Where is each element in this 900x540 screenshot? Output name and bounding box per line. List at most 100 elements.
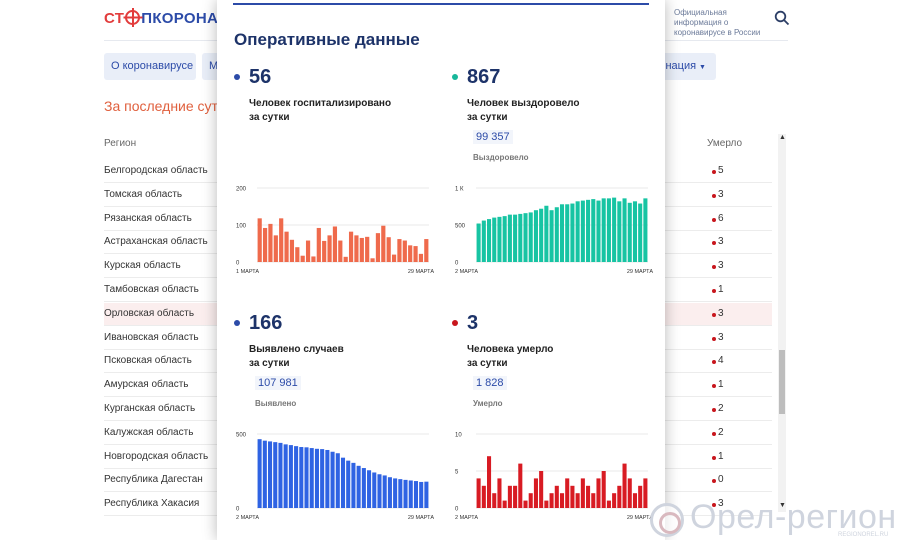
death-dot-icon	[712, 289, 716, 293]
chart-bar	[346, 460, 351, 508]
region-deaths-value: 4	[718, 355, 724, 367]
official-info-link[interactable]: Официальная информация о коронавирусе в …	[674, 8, 761, 37]
chart-bar	[580, 200, 585, 262]
chart-bar	[591, 493, 596, 508]
chart-bar	[397, 239, 402, 262]
y-tick-label: 0	[236, 261, 240, 267]
chart-bar	[549, 210, 554, 262]
chart-bar	[476, 478, 481, 508]
chart-bar	[638, 203, 643, 262]
y-tick-label: 500	[455, 224, 466, 230]
x-tick-label-start: 2 МАРТА	[455, 269, 478, 275]
stat-dot-icon	[452, 74, 458, 80]
chart-bar	[279, 218, 284, 262]
chart-bar	[273, 235, 278, 262]
chart-bar	[513, 485, 518, 508]
bar-chart-svg: 0 500 1 К 2 МАРТА 29 МАРТА	[455, 187, 653, 276]
chart-bar	[601, 198, 606, 262]
chart-bar	[497, 216, 502, 262]
stat-recovered-value: 867	[467, 66, 501, 88]
virus-icon	[125, 8, 141, 27]
chart-bar	[565, 478, 570, 508]
chart-bar	[502, 500, 507, 508]
chart-bar	[528, 212, 533, 262]
region-deaths-value: 3	[718, 188, 724, 200]
bar-chart-svg: 0 100 200 1 МАРТА 29 МАРТА	[236, 187, 434, 276]
region-name: Курская область	[104, 260, 181, 272]
chart-bar	[413, 246, 418, 262]
stat-detected-total: 107 981	[255, 376, 301, 390]
stat-hospitalized-value: 56	[249, 66, 272, 88]
chart-bar	[554, 207, 559, 262]
chart-bar	[539, 471, 544, 508]
chart-bar	[408, 480, 413, 508]
region-name: Республика Хакасия	[104, 498, 200, 510]
nav-about-coronavirus[interactable]: О коронавирусе▼	[104, 53, 196, 80]
chart-bar	[393, 478, 398, 508]
death-dot-icon	[712, 241, 716, 246]
chart-bar	[549, 493, 554, 508]
x-tick-label-end: 29 МАРТА	[408, 515, 434, 521]
chart-bar	[305, 240, 311, 262]
chart-bar	[370, 258, 375, 262]
chart-bar	[343, 256, 348, 262]
chart-bar	[268, 223, 273, 262]
region-name: Амурская область	[104, 379, 189, 391]
chart-bar	[386, 237, 391, 262]
watermark-logo-icon	[650, 503, 684, 537]
table-scrollbar-track[interactable]	[778, 134, 786, 512]
chart-bar	[309, 448, 314, 508]
chart-bar	[340, 457, 346, 508]
chart-bar	[533, 478, 538, 508]
region-name: Новгородская область	[104, 450, 209, 462]
chart-bar	[575, 201, 580, 262]
scroll-up-arrow-icon[interactable]: ▲	[779, 134, 786, 141]
chart-bar	[487, 219, 492, 262]
death-dot-icon	[712, 455, 716, 460]
chart-bar	[418, 253, 424, 262]
chart-bar	[627, 478, 632, 508]
chart-bar	[586, 199, 591, 262]
chart-bar	[580, 478, 585, 508]
column-header-deaths: Умерло	[707, 138, 743, 149]
scroll-down-arrow-icon[interactable]: ▼	[779, 502, 786, 509]
chart-bar	[322, 240, 327, 262]
chart-bar	[304, 447, 309, 508]
region-name: Тамбовская область	[104, 284, 199, 295]
y-tick-label: 0	[236, 507, 240, 513]
region-deaths-value: 6	[718, 212, 724, 224]
chart-bar	[314, 448, 319, 508]
y-tick-label: 0	[455, 507, 459, 513]
stat-dot-icon	[234, 74, 240, 80]
table-scrollbar-thumb[interactable]	[779, 350, 785, 414]
chart-bar	[289, 239, 295, 262]
death-dot-icon	[712, 312, 716, 317]
chart-bar	[288, 445, 293, 508]
death-dot-icon	[712, 265, 716, 270]
stat-dot-icon	[234, 320, 240, 326]
modal-accent-line	[233, 3, 649, 5]
chart-bar	[612, 493, 617, 508]
column-header-region: Регион	[104, 138, 137, 149]
chart-bar	[356, 465, 361, 508]
chart-bar	[606, 198, 611, 262]
stat-detected-total-label: Выявлено	[255, 399, 297, 408]
region-deaths-value: 3	[718, 236, 724, 248]
site-logo[interactable]: СТ ПКОРОНАВИ	[104, 8, 241, 27]
x-tick-label-end: 29 МАРТА	[627, 269, 653, 275]
chart-bar	[492, 493, 497, 508]
region-deaths-value: 5	[718, 165, 724, 176]
region-deaths-value: 2	[718, 426, 724, 438]
region-name: Псковская область	[104, 355, 192, 367]
chart-bar	[419, 481, 424, 508]
stat-died-label: Человека умерло за сутки	[467, 344, 554, 369]
y-tick-label: 100	[236, 224, 247, 230]
chart-bar	[643, 478, 648, 508]
chart-bar	[601, 471, 606, 508]
search-icon[interactable]	[774, 10, 790, 26]
region-deaths-value: 1	[718, 450, 724, 462]
death-dot-icon	[712, 384, 716, 389]
death-dot-icon	[712, 170, 716, 174]
chart-bar	[351, 462, 356, 508]
chart-bar	[424, 481, 429, 508]
